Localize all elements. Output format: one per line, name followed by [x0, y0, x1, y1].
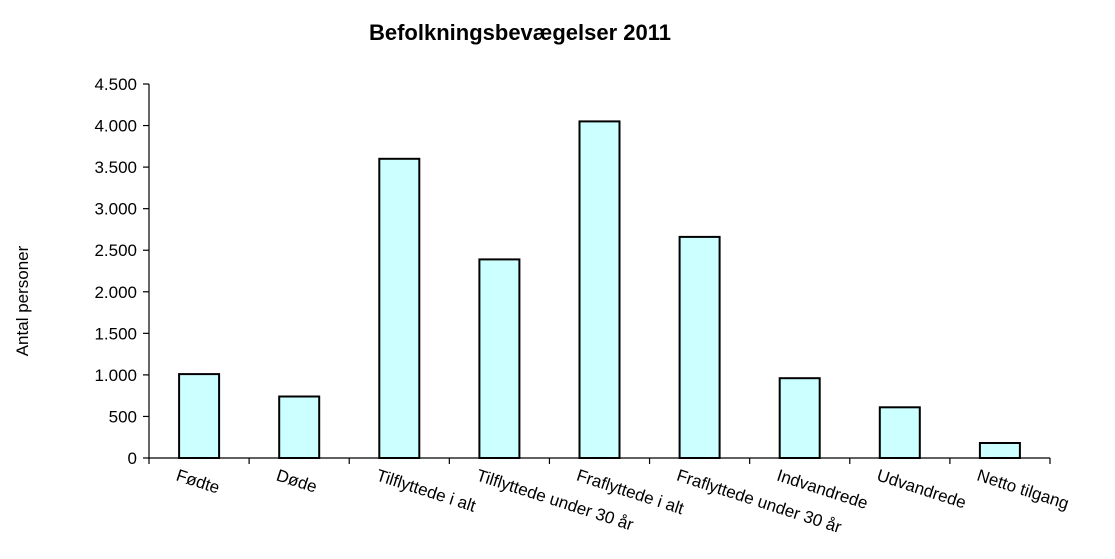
- bar-0: [178, 373, 221, 460]
- bar-2: [378, 157, 421, 460]
- bar-8: [978, 442, 1021, 459]
- y-tick-label-4: 2.000: [94, 283, 137, 302]
- y-tick-label-2: 1.000: [94, 366, 137, 385]
- x-tick-label-7: Udvandrede: [875, 466, 969, 513]
- bar-1: [278, 395, 321, 459]
- chart-title: Befolkningsbevægelser 2011: [369, 20, 671, 45]
- y-axis-label: Antal personer: [13, 245, 32, 356]
- bar-5: [678, 235, 721, 459]
- y-tick-label-5: 2.500: [94, 241, 137, 260]
- y-tick-label-9: 4.500: [94, 75, 137, 94]
- x-tick-label-1: Døde: [274, 466, 319, 497]
- y-tick-label-0: 0: [128, 449, 137, 468]
- bar-6: [778, 377, 821, 460]
- x-tick-label-0: Fødte: [174, 466, 222, 498]
- x-tick-label-2: Tilflyttede i alt: [374, 466, 478, 516]
- y-axis-label-group: Antal personer: [13, 245, 32, 356]
- y-tick-label-6: 3.000: [94, 200, 137, 219]
- bar-7: [878, 406, 921, 459]
- x-tick-label-8: Netto tilgang: [975, 466, 1072, 514]
- bar-3: [478, 258, 521, 459]
- bar-4: [578, 120, 621, 460]
- y-tick-label-8: 4.000: [94, 117, 137, 136]
- y-tick-label-7: 3.500: [94, 158, 137, 177]
- plot-area: 0 500 1.000 1.500 2.000 2.500 3.000 3.500 4.000 4…: [94, 75, 1071, 537]
- x-tick-label-5: Fraflyttede under 30 år: [674, 466, 844, 537]
- y-tick-label-1: 500: [109, 407, 137, 426]
- y-tick-label-3: 1.500: [94, 324, 137, 343]
